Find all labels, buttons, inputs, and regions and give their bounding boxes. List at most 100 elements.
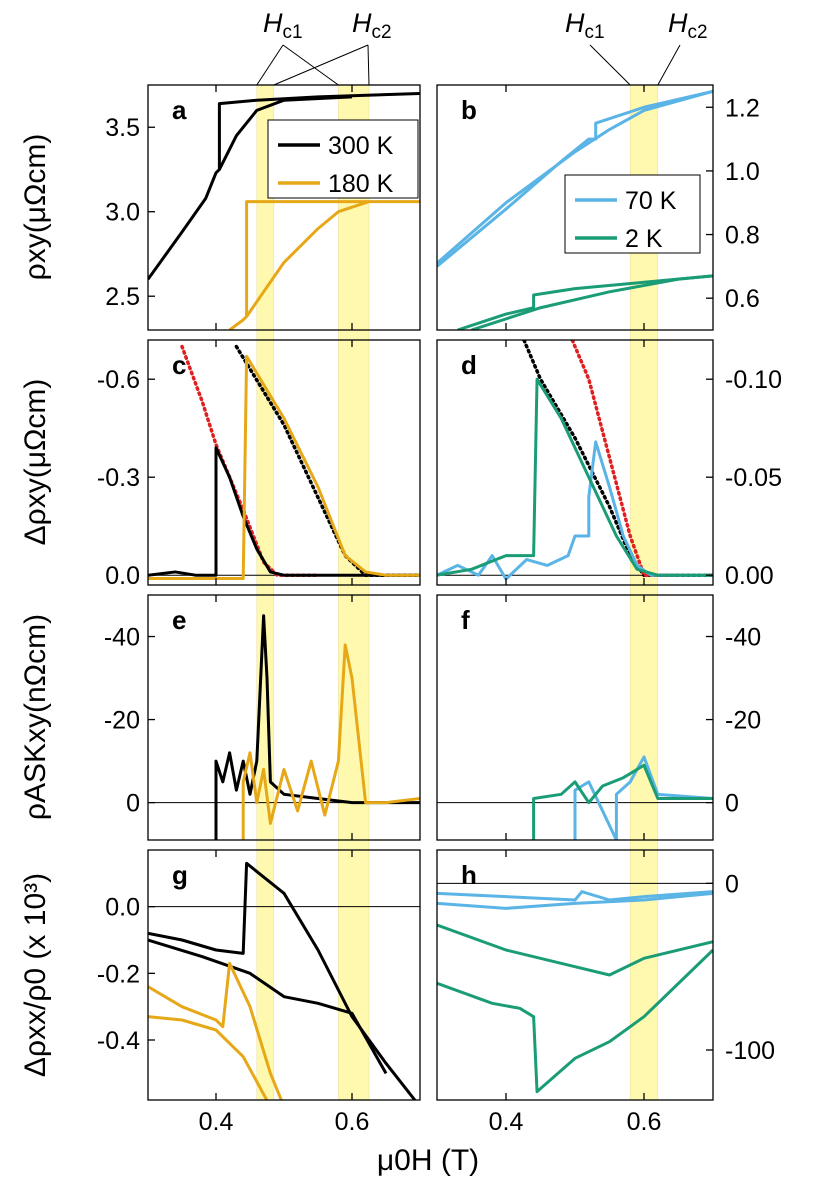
panel-label: c (172, 350, 186, 380)
y-tick-label: 1.2 (725, 94, 760, 122)
series-line (437, 891, 713, 910)
panel-d: 0.00 -0.05 -0.10 d (436, 339, 782, 590)
series-line (148, 354, 420, 580)
panel-frame (147, 594, 421, 841)
series-line (457, 274, 713, 330)
y-tick-label: -0.05 (725, 464, 782, 492)
y-tick-label: 0 (126, 790, 140, 818)
panel-g: 0.0 -0.2 -0.4 g (97, 849, 421, 1101)
y-tick-label: -20 (104, 707, 140, 735)
y-tick-label: 3.0 (105, 199, 140, 227)
panel-c: 0.0 -0.3 -0.6 c (97, 339, 421, 590)
y-axis-label: Δρxx/ρ0 (x 10³) (19, 873, 52, 1077)
y-tick-label: -40 (725, 624, 761, 652)
y-tick-label: 0.6 (725, 285, 760, 313)
series-line (437, 440, 713, 581)
series-line (437, 890, 713, 902)
y-tick-label: 2.5 (105, 283, 140, 311)
legend-label: 2 K (625, 225, 663, 253)
y-tick-label: 1.0 (725, 158, 760, 186)
panel-a: 2.5 3.0 3.5 a (105, 84, 421, 331)
x-tick-label: 0.6 (335, 1108, 370, 1136)
panel-frame (436, 594, 714, 841)
y-tick-label: -0.3 (97, 464, 140, 492)
series-line (148, 446, 420, 577)
y-tick-label: -0.4 (97, 1027, 140, 1055)
y-tick-label: 0.0 (105, 894, 140, 922)
panel-frame (147, 84, 421, 331)
panel-frame (436, 849, 714, 1101)
x-tick-label: 0.4 (489, 1108, 524, 1136)
y-tick-label: 3.5 (105, 114, 140, 142)
panel-h: 0 -100 h (436, 849, 775, 1101)
panel-f: 0 -20 -40 f (436, 594, 761, 841)
hc-pointer-line (367, 44, 370, 86)
series-line (148, 961, 283, 1100)
panel-label: a (172, 95, 187, 125)
series-line (437, 377, 713, 577)
hc-pointer-line (589, 44, 631, 86)
legend-right: 70 K 2 K (564, 174, 701, 254)
y-tick-label: -40 (104, 624, 140, 652)
legend-left: 300 K 180 K (267, 119, 419, 199)
series-line (471, 274, 713, 330)
panel-label: g (172, 860, 188, 890)
field-band (256, 84, 275, 1101)
series-line (214, 614, 420, 840)
legend-label: 70 K (625, 187, 677, 215)
legend-box (267, 119, 419, 199)
y-axis-label: ρxy(μΩcm) (19, 134, 52, 281)
panel-label: e (172, 605, 186, 635)
x-tick-label: 0.6 (627, 1108, 662, 1136)
series-line (532, 763, 713, 840)
field-band (338, 84, 370, 1101)
panel-b: 0.6 0.8 1.0 1.2 b (436, 84, 760, 331)
series-line (245, 200, 370, 318)
hc2-label: Hc2 (352, 8, 392, 43)
series-line (148, 861, 417, 1100)
fit-line (180, 344, 320, 577)
panel-label: f (461, 605, 470, 635)
panel-frame (147, 849, 421, 1101)
hc-pointer-line (282, 44, 339, 86)
panel-e: 0 -20 -40 e (104, 594, 421, 841)
panel-frame (436, 339, 714, 586)
legend-box (564, 174, 701, 254)
panel-label: d (461, 350, 477, 380)
y-tick-label: 0 (725, 870, 739, 898)
x-tick-label: 0.4 (199, 1108, 234, 1136)
y-tick-label: 0.0 (105, 562, 140, 590)
y-axis-label: ρASKxy(nΩcm) (19, 614, 52, 820)
series-line (573, 755, 713, 840)
y-tick-label: 0.00 (725, 562, 774, 590)
y-tick-label: -20 (725, 707, 761, 735)
series-line (218, 95, 353, 171)
legend-label: 180 K (328, 170, 394, 198)
y-tick-label: 0.8 (725, 222, 760, 250)
legend-label: 300 K (328, 132, 394, 160)
x-axis-label: μ0H (T) (377, 1144, 479, 1177)
series-line (437, 923, 713, 977)
panel-label: h (461, 860, 477, 890)
hc2-label: Hc2 (668, 8, 708, 43)
hc1-label: Hc1 (565, 8, 605, 43)
y-tick-label: -0.2 (97, 960, 140, 988)
hc-pointer-line (273, 44, 369, 86)
series-line (437, 948, 713, 1094)
field-band (629, 84, 659, 1101)
series-line (241, 643, 420, 840)
panel-label: b (461, 95, 477, 125)
series-line (228, 200, 420, 330)
series-line (148, 1015, 269, 1100)
y-tick-label: -0.6 (97, 366, 140, 394)
hc1-label: Hc1 (263, 8, 303, 43)
y-tick-label: -0.10 (725, 366, 782, 394)
y-axis-label: Δρxy(μΩcm) (19, 379, 52, 546)
y-tick-label: 0 (725, 790, 739, 818)
hc-pointer-line (256, 44, 284, 86)
panel-frame (436, 84, 714, 331)
panel-frame (147, 339, 421, 586)
series-line (437, 89, 713, 265)
y-tick-label: -100 (725, 1037, 775, 1065)
